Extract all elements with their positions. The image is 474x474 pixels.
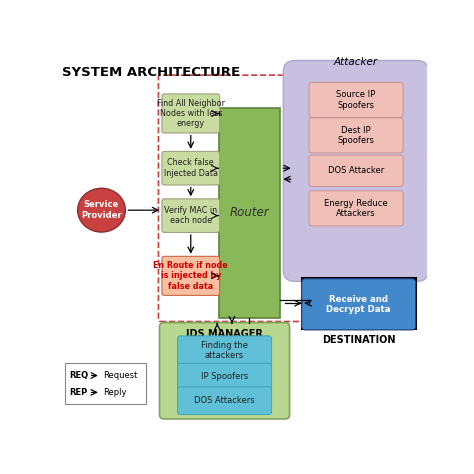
FancyBboxPatch shape: [162, 199, 219, 232]
Text: IP Spoofers: IP Spoofers: [201, 372, 248, 381]
Text: Receive and
Decrypt Data: Receive and Decrypt Data: [327, 295, 391, 314]
Text: REP: REP: [69, 388, 87, 397]
Text: Dest IP
Spoofers: Dest IP Spoofers: [337, 126, 374, 145]
Text: SYSTEM ARCHITECTURE: SYSTEM ARCHITECTURE: [62, 66, 240, 79]
Text: Service
Provider: Service Provider: [81, 201, 122, 220]
FancyBboxPatch shape: [178, 336, 272, 365]
Bar: [219, 108, 280, 318]
Ellipse shape: [78, 188, 125, 232]
Text: Find All Neighbor
Nodes with less
energy: Find All Neighbor Nodes with less energy: [157, 99, 225, 128]
Text: En Route if node
is injected by
false data: En Route if node is injected by false da…: [154, 261, 228, 291]
Text: Check false
Injected Data: Check false Injected Data: [164, 158, 218, 178]
FancyBboxPatch shape: [309, 118, 403, 153]
Text: Source IP
Spoofers: Source IP Spoofers: [337, 90, 376, 109]
FancyBboxPatch shape: [309, 191, 403, 226]
Text: DOS Attacker: DOS Attacker: [328, 166, 384, 175]
Text: DOS Attackers: DOS Attackers: [194, 396, 255, 405]
Bar: [65, 364, 146, 404]
FancyBboxPatch shape: [160, 323, 290, 419]
FancyBboxPatch shape: [162, 256, 219, 295]
FancyBboxPatch shape: [309, 155, 403, 186]
Text: Finding the
attackers: Finding the attackers: [201, 341, 248, 360]
FancyBboxPatch shape: [309, 82, 403, 118]
Text: Attacker: Attacker: [334, 57, 378, 67]
FancyBboxPatch shape: [162, 94, 219, 133]
FancyBboxPatch shape: [178, 363, 272, 389]
Bar: [301, 278, 416, 329]
Text: Router: Router: [229, 206, 269, 219]
Text: DESTINATION: DESTINATION: [322, 336, 395, 346]
Text: IDS MANAGER: IDS MANAGER: [186, 329, 263, 339]
Text: Reply: Reply: [103, 388, 127, 397]
FancyBboxPatch shape: [301, 279, 416, 330]
Text: Request: Request: [103, 371, 138, 380]
FancyBboxPatch shape: [283, 61, 428, 282]
FancyBboxPatch shape: [162, 151, 219, 185]
Text: Verify MAC in
each node: Verify MAC in each node: [164, 206, 217, 225]
FancyBboxPatch shape: [178, 387, 272, 415]
Text: REQ: REQ: [69, 371, 88, 380]
Text: Energy Reduce
Attackers: Energy Reduce Attackers: [324, 199, 388, 218]
